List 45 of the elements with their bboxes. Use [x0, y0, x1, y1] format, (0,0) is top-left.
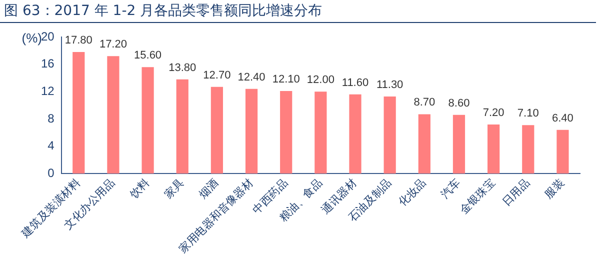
bar [210, 86, 223, 174]
data-label: 7.20 [482, 106, 504, 119]
y-tick-label: 12 [40, 84, 55, 98]
x-tick-label: 家具 [162, 176, 187, 202]
data-label: 17.20 [99, 38, 127, 51]
y-tick-label: 16 [40, 56, 55, 71]
bar [107, 56, 120, 174]
x-tick-label: 化妆品 [396, 176, 429, 209]
bar [349, 94, 362, 174]
data-label: 12.40 [238, 71, 266, 84]
bar [314, 92, 327, 174]
y-axis-title: (%) [22, 30, 42, 46]
bar [488, 124, 500, 174]
data-label: 11.60 [342, 76, 369, 89]
x-tick-label: 汽车 [438, 176, 464, 202]
data-label: 12.00 [306, 74, 334, 86]
x-tick-label: 烟酒 [196, 176, 222, 202]
data-label: 13.80 [168, 62, 196, 74]
data-label: 7.10 [517, 108, 539, 120]
bar [452, 114, 466, 174]
y-tick-label: 20 [40, 29, 55, 44]
bar [72, 52, 85, 174]
bar [556, 130, 569, 174]
data-label: 6.40 [552, 112, 574, 124]
data-label: 12.70 [203, 69, 231, 82]
bar [142, 67, 154, 174]
data-label: 8.70 [414, 96, 436, 109]
y-tick-label: 4 [48, 138, 55, 153]
data-label: 15.60 [134, 50, 162, 62]
y-tick-label: 0 [48, 166, 55, 180]
y-tick-label: 8 [48, 111, 55, 126]
x-tick-label: 饮料 [126, 176, 152, 202]
bar [176, 79, 188, 174]
x-tick-label: 日用品 [500, 176, 532, 209]
bar [418, 114, 430, 174]
bar [280, 90, 292, 174]
chart-title: 图 63：2017 年 1-2 月各品类零售额同比增速分布 [0, 0, 596, 23]
data-label: 8.60 [448, 97, 470, 110]
data-label: 17.80 [64, 34, 92, 47]
bar [522, 125, 534, 174]
x-tick-label: 服装 [542, 176, 567, 202]
data-label: 12.10 [272, 74, 300, 86]
bar [245, 88, 258, 174]
bar [384, 96, 396, 174]
data-label: 11.30 [376, 78, 404, 91]
